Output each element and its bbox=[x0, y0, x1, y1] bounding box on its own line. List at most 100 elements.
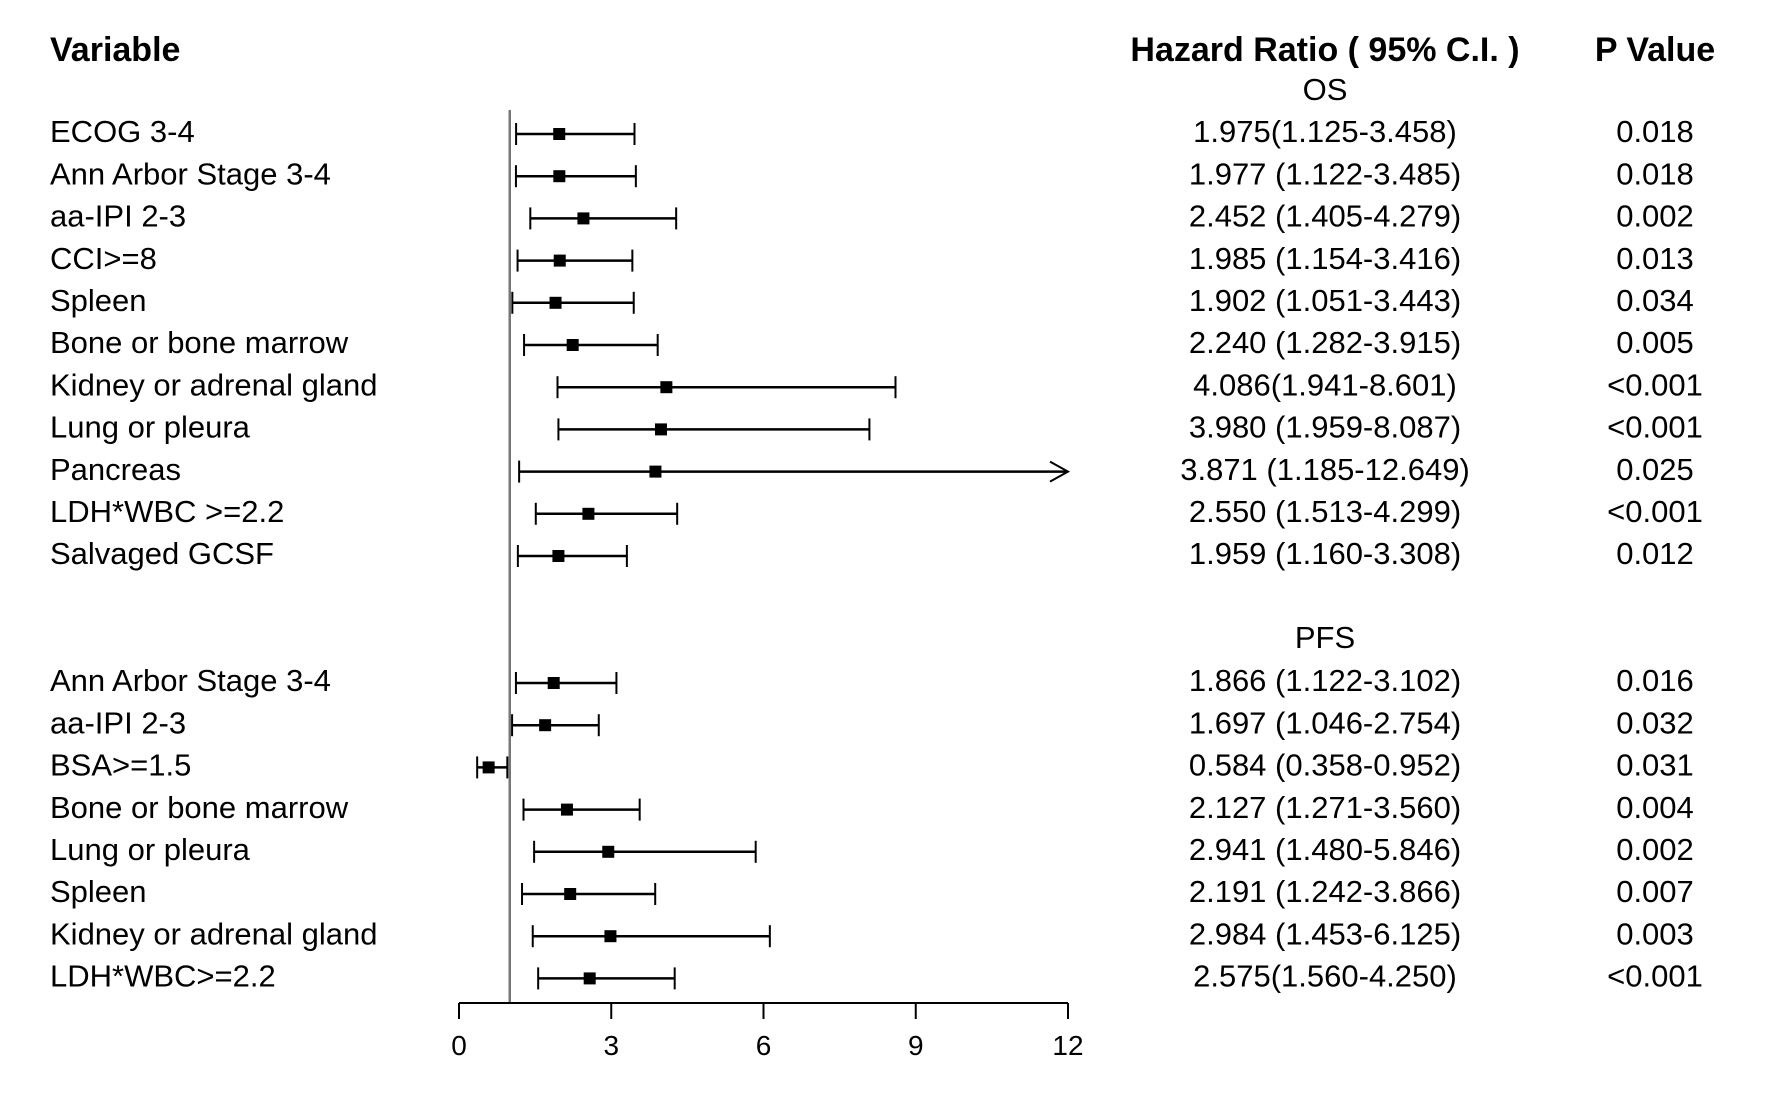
hazard-ratio-value: 3.980 (1.959-8.087) bbox=[1189, 410, 1461, 445]
hazard-ratio-marker bbox=[553, 128, 566, 140]
hazard-ratio-marker bbox=[549, 296, 562, 309]
p-value: 0.002 bbox=[1616, 199, 1694, 234]
p-value: 0.032 bbox=[1616, 705, 1694, 740]
forest-row: Lung or pleura 2.941 (1.480-5.846) 0.002 bbox=[50, 832, 1694, 867]
variable-label: Kidney or adrenal gland bbox=[50, 916, 377, 951]
forest-row: ECOG 3-4 1.975(1.125-3.458) 0.018 bbox=[50, 114, 1694, 149]
forest-row: BSA>=1.5 0.584 (0.358-0.952) 0.031 bbox=[50, 748, 1694, 783]
forest-row: Salvaged GCSF 1.959 (1.160-3.308) 0.012 bbox=[50, 536, 1694, 571]
hazard-ratio-value: 2.984 (1.453-6.125) bbox=[1189, 916, 1461, 951]
forest-row: Ann Arbor Stage 3-4 1.977 (1.122-3.485) 0.… bbox=[50, 156, 1694, 191]
hazard-ratio-value: 2.191 (1.242-3.866) bbox=[1189, 874, 1461, 909]
p-value: <0.001 bbox=[1607, 494, 1703, 529]
hazard-ratio-value: 1.902 (1.051-3.443) bbox=[1189, 283, 1461, 318]
variable-label: Salvaged GCSF bbox=[50, 536, 274, 571]
hazard-ratio-marker bbox=[577, 212, 590, 225]
variable-label: ECOG 3-4 bbox=[50, 114, 195, 149]
hazard-ratio-marker bbox=[660, 381, 673, 394]
hazard-ratio-value: 3.871 (1.185-12.649) bbox=[1180, 452, 1470, 487]
p-value: 0.004 bbox=[1616, 790, 1694, 825]
p-value: <0.001 bbox=[1607, 410, 1703, 445]
hazard-ratio-marker bbox=[482, 761, 495, 774]
p-value: 0.012 bbox=[1616, 536, 1694, 571]
forest-row: Spleen 1.902 (1.051-3.443) 0.034 bbox=[50, 283, 1694, 318]
ci-arrow bbox=[1049, 460, 1071, 483]
forest-row: Bone or bone marrow 2.240 (1.282-3.915) 0.… bbox=[50, 325, 1694, 360]
variable-label: Ann Arbor Stage 3-4 bbox=[50, 156, 331, 191]
variable-label: Bone or bone marrow bbox=[50, 790, 349, 825]
p-value: 0.018 bbox=[1616, 114, 1694, 149]
hazard-ratio-value: 2.240 (1.282-3.915) bbox=[1189, 325, 1461, 360]
forest-row: aa-IPI 2-3 2.452 (1.405-4.279) 0.002 bbox=[50, 199, 1694, 234]
forest-row: Kidney or adrenal gland 2.984 (1.453-6.12… bbox=[50, 916, 1694, 951]
x-tick-label: 3 bbox=[603, 1030, 619, 1061]
variable-label: Spleen bbox=[50, 283, 147, 318]
forest-row: Pancreas 3.871 (1.185-12.649) 0.025 bbox=[50, 452, 1694, 487]
variable-label: aa-IPI 2-3 bbox=[50, 705, 186, 740]
hazard-ratio-marker bbox=[583, 972, 596, 985]
hazard-ratio-marker bbox=[602, 845, 615, 858]
p-value: 0.018 bbox=[1616, 156, 1694, 191]
x-tick-label: 9 bbox=[908, 1030, 924, 1061]
x-tick-label: 0 bbox=[451, 1030, 467, 1061]
hazard-ratio-value: 1.977 (1.122-3.485) bbox=[1189, 156, 1461, 191]
forest-row: aa-IPI 2-3 1.697 (1.046-2.754) 0.032 bbox=[50, 705, 1694, 740]
hazard-ratio-value: 1.975(1.125-3.458) bbox=[1193, 114, 1457, 149]
p-value: 0.003 bbox=[1616, 916, 1694, 951]
variable-label: Bone or bone marrow bbox=[50, 325, 349, 360]
hazard-ratio-value: 2.127 (1.271-3.560) bbox=[1189, 790, 1461, 825]
hazard-ratio-marker bbox=[566, 339, 579, 351]
hazard-ratio-marker bbox=[604, 930, 617, 943]
variable-label: Pancreas bbox=[50, 452, 181, 487]
forest-row: Lung or pleura 3.980 (1.959-8.087) <0.001 bbox=[50, 410, 1703, 445]
p-value: <0.001 bbox=[1607, 367, 1703, 402]
p-value-header: P Value bbox=[1595, 31, 1715, 69]
p-value: 0.005 bbox=[1616, 325, 1694, 360]
hazard-ratio-marker bbox=[560, 803, 573, 816]
hazard-ratio-value: 2.575(1.560-4.250) bbox=[1193, 959, 1457, 994]
forest-row: Bone or bone marrow 2.127 (1.271-3.560) 0.… bbox=[50, 790, 1694, 825]
forest-row: Kidney or adrenal gland 4.086(1.941-8.601… bbox=[50, 367, 1703, 402]
variable-header: Variable bbox=[50, 31, 180, 69]
variable-label: LDH*WBC >=2.2 bbox=[50, 494, 284, 529]
variable-label: Lung or pleura bbox=[50, 832, 251, 867]
variable-label: BSA>=1.5 bbox=[50, 748, 191, 783]
hazard-ratio-marker bbox=[553, 254, 566, 267]
hazard-ratio-value: 1.985 (1.154-3.416) bbox=[1189, 241, 1461, 276]
group-label-os: OS bbox=[1303, 72, 1348, 107]
hazard-ratio-value: 0.584 (0.358-0.952) bbox=[1189, 748, 1461, 783]
p-value: 0.031 bbox=[1616, 748, 1694, 783]
x-axis: 0 3 6 9 12 bbox=[451, 1002, 1084, 1061]
x-tick-label: 6 bbox=[756, 1030, 772, 1061]
x-tick-label: 12 bbox=[1052, 1030, 1083, 1061]
variable-label: Spleen bbox=[50, 874, 147, 909]
hazard-ratio-value: 1.866 (1.122-3.102) bbox=[1189, 663, 1461, 698]
hazard-ratio-value: 2.550 (1.513-4.299) bbox=[1189, 494, 1461, 529]
p-value: 0.007 bbox=[1616, 874, 1694, 909]
hazard-ratio-value: 2.452 (1.405-4.279) bbox=[1189, 199, 1461, 234]
hazard-ratio-value: 1.697 (1.046-2.754) bbox=[1189, 705, 1461, 740]
p-value: 0.025 bbox=[1616, 452, 1694, 487]
variable-label: CCI>=8 bbox=[50, 241, 157, 276]
variable-label: Lung or pleura bbox=[50, 410, 251, 445]
p-value: <0.001 bbox=[1607, 959, 1703, 994]
variable-label: Kidney or adrenal gland bbox=[50, 367, 377, 402]
hazard-ratio-marker bbox=[582, 507, 595, 520]
variable-label: aa-IPI 2-3 bbox=[50, 199, 186, 234]
hazard-ratio-marker bbox=[552, 550, 565, 562]
group-labels: OS PFS bbox=[1295, 72, 1355, 655]
variable-label: LDH*WBC>=2.2 bbox=[50, 959, 276, 994]
hazard-ratio-marker bbox=[539, 719, 552, 732]
hazard-ratio-marker bbox=[547, 677, 560, 689]
p-value: 0.034 bbox=[1616, 283, 1694, 318]
forest-row: Ann Arbor Stage 3-4 1.866 (1.122-3.102) 0.… bbox=[50, 663, 1694, 698]
hazard-ratio-marker bbox=[553, 170, 566, 183]
forest-row: LDH*WBC>=2.2 2.575(1.560-4.250) <0.001 bbox=[50, 959, 1703, 994]
hazard-ratio-marker bbox=[654, 423, 667, 436]
group-label-pfs: PFS bbox=[1295, 620, 1355, 655]
p-value: 0.013 bbox=[1616, 241, 1694, 276]
hazard-ratio-header: Hazard Ratio ( 95% C.I. ) bbox=[1130, 31, 1519, 69]
forest-row: CCI>=8 1.985 (1.154-3.416) 0.013 bbox=[50, 241, 1694, 276]
